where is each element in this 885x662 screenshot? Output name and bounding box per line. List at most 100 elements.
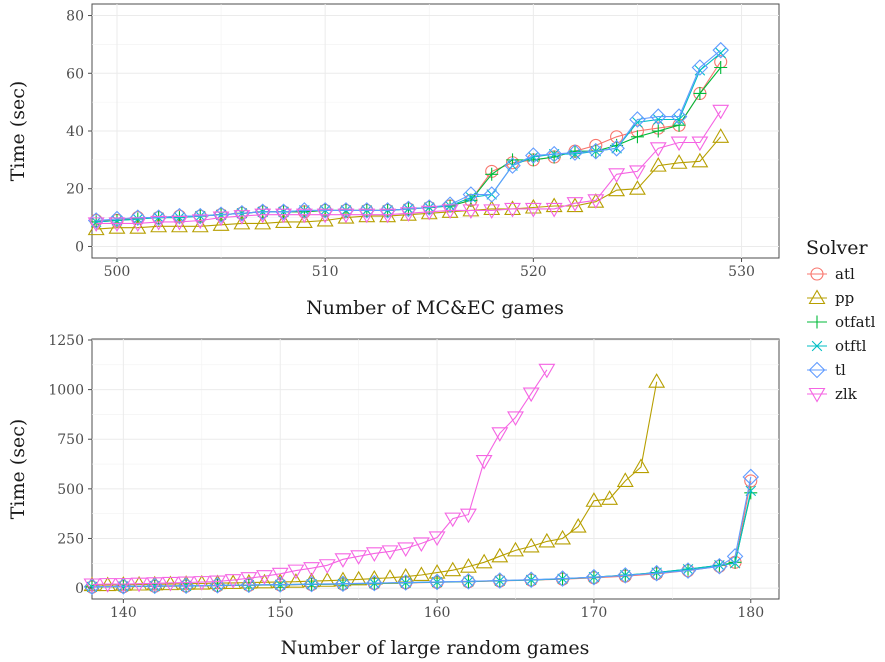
top-point-tl xyxy=(670,108,688,125)
bottom-point-pp xyxy=(318,572,336,587)
top-point-zlk xyxy=(379,208,397,224)
top-point-otfatl xyxy=(651,124,665,138)
bottom-x-tick-label: 160 xyxy=(424,605,451,621)
top-point-tl xyxy=(649,108,667,125)
bottom-point-zlk xyxy=(146,577,164,592)
top-point-tl xyxy=(712,41,729,59)
legend-item-pp: pp xyxy=(807,289,854,307)
bottom-point-tl xyxy=(397,574,414,591)
legend: Solver atl pp otfatl otftl tl zlk xyxy=(806,237,876,403)
top-point-zlk xyxy=(483,204,501,219)
bottom-x-ticks: 140 150 160 170 180 xyxy=(110,599,764,621)
legend-item-otftl: otftl xyxy=(807,337,867,355)
top-point-zlk xyxy=(587,194,605,209)
bottom-point-pp xyxy=(256,573,273,589)
legend-marker-zlk xyxy=(808,387,826,403)
top-point-zlk xyxy=(150,215,168,231)
bottom-point-tl xyxy=(428,573,446,591)
bottom-y-tick-label: 250 xyxy=(57,531,84,547)
bottom-gridlines xyxy=(92,339,779,599)
bottom-x-tick-label: 170 xyxy=(581,605,608,621)
bottom-point-pp xyxy=(475,553,493,569)
top-x-ticks: 500 510 520 530 xyxy=(104,258,755,280)
legend-label-pp: pp xyxy=(835,289,854,307)
bottom-point-zlk xyxy=(412,537,430,553)
top-point-tl xyxy=(129,209,147,226)
legend-title: Solver xyxy=(806,237,869,259)
top-point-zlk xyxy=(670,136,688,152)
top-point-otfatl xyxy=(714,61,728,74)
top-point-zlk xyxy=(504,202,521,218)
bottom-point-zlk xyxy=(350,550,368,565)
bottom-point-pp xyxy=(554,529,572,545)
legend-item-otfatl: otfatl xyxy=(807,313,876,331)
top-point-zlk xyxy=(441,204,459,219)
top-point-pp xyxy=(524,198,542,214)
top-point-pp xyxy=(691,152,709,168)
top-x-tick-label: 510 xyxy=(312,264,339,280)
bottom-point-zlk xyxy=(538,363,556,379)
bottom-point-tl xyxy=(366,574,383,592)
bottom-plot-background xyxy=(91,338,780,600)
bottom-point-zlk xyxy=(287,564,305,580)
bottom-point-tl xyxy=(617,567,634,584)
legend-item-tl: tl xyxy=(807,361,846,379)
top-point-pp xyxy=(608,181,626,197)
bottom-line-zlk xyxy=(91,369,548,586)
bottom-point-tl xyxy=(491,572,509,589)
top-point-tl xyxy=(171,207,188,225)
top-point-pp xyxy=(170,217,188,233)
bottom-point-otftl xyxy=(86,581,98,593)
bottom-point-tl xyxy=(679,562,697,579)
top-point-otftl xyxy=(694,65,706,76)
top-point-tl xyxy=(504,157,521,174)
top-x-tick-label: 500 xyxy=(104,264,131,280)
bottom-point-zlk xyxy=(130,577,148,593)
top-y-tick-label: 60 xyxy=(66,66,84,82)
bottom-y-tick-label: 1000 xyxy=(48,383,84,399)
bottom-x-axis-title: Number of large random games xyxy=(281,637,590,659)
top-point-tl xyxy=(587,142,605,160)
top-point-zlk xyxy=(316,208,334,224)
bottom-point-tl xyxy=(648,564,665,582)
bottom-y-tick-label: 1250 xyxy=(48,333,84,349)
bottom-y-tick-label: 500 xyxy=(57,482,84,498)
top-point-zlk xyxy=(108,217,126,232)
bottom-point-pp xyxy=(585,492,603,507)
bottom-x-tick-label: 140 xyxy=(110,605,137,621)
top-point-pp xyxy=(233,214,251,230)
bottom-point-tl xyxy=(585,568,603,586)
bottom-point-tl xyxy=(303,575,320,593)
bottom-point-zlk xyxy=(256,570,273,585)
top-point-zlk xyxy=(399,207,417,222)
top-point-zlk xyxy=(358,208,376,224)
bottom-line-tl xyxy=(91,476,752,588)
bottom-point-zlk xyxy=(459,508,477,524)
top-y-tick-label: 80 xyxy=(66,9,84,25)
top-point-tl xyxy=(608,140,625,157)
top-point-zlk xyxy=(628,165,646,181)
top-point-pp xyxy=(129,219,147,234)
bottom-point-tl xyxy=(334,575,352,592)
top-y-ticks: 0 20 40 60 80 xyxy=(66,9,92,255)
top-point-pp xyxy=(254,214,272,230)
legend-item-atl: atl xyxy=(807,265,855,283)
top-point-tl xyxy=(108,210,126,228)
top-y-tick-label: 40 xyxy=(66,124,84,140)
top-point-zlk xyxy=(649,142,667,157)
bottom-point-zlk xyxy=(99,578,117,593)
bottom-point-tl xyxy=(240,576,258,594)
bottom-y-tick-label: 0 xyxy=(75,581,84,597)
top-point-zlk xyxy=(524,202,542,218)
bottom-point-zlk xyxy=(209,575,226,591)
bottom-point-pp xyxy=(287,573,305,588)
top-x-tick-label: 530 xyxy=(728,264,755,280)
bottom-point-zlk xyxy=(381,545,399,560)
top-point-pp xyxy=(545,197,563,213)
bottom-point-zlk xyxy=(334,553,352,568)
top-point-pp xyxy=(483,200,501,215)
top-point-zlk xyxy=(87,217,105,232)
top-point-pp xyxy=(504,200,521,215)
bottom-point-zlk xyxy=(83,578,101,594)
